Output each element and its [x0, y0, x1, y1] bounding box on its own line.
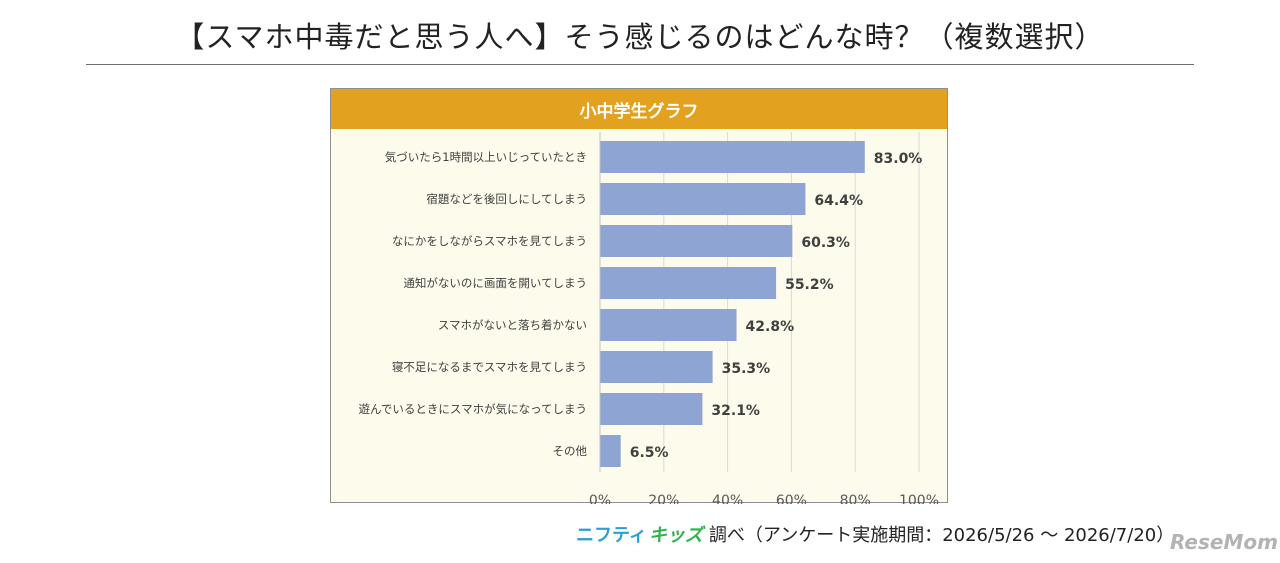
category-label: 宿題などを後回しにしてしまう [426, 192, 587, 206]
category-label: 通知がないのに画面を開いてしまう [403, 276, 587, 290]
chart-title: 小中学生グラフ [331, 89, 947, 129]
data-label: 35.3% [722, 361, 771, 377]
x-tick-label: 80% [840, 493, 871, 504]
bar [600, 141, 865, 173]
data-label: 42.8% [746, 319, 795, 335]
brand-name-part2: キッズ [648, 525, 703, 546]
chart-plot-area: 0% 20% 40% 60% 80% 100% 気づいたら1時間以上いじっていたとき 83.0… [358, 132, 939, 504]
data-label: 32.1% [711, 403, 760, 419]
bar [600, 351, 713, 383]
bar [600, 183, 806, 215]
data-label: 6.5% [630, 445, 669, 461]
source-footer: ニフティ キッズ 調べ（アンケート実施期間：2026/5/26 ～ 2026/7/2… [576, 521, 1174, 547]
bar [600, 435, 621, 467]
category-label: その他 [553, 444, 588, 458]
data-label: 55.2% [785, 277, 834, 293]
category-label: なにかをしながらスマホを見てしまう [392, 234, 587, 248]
data-label: 83.0% [874, 151, 923, 167]
bar [600, 393, 703, 425]
category-label: 寝不足になるまでスマホを見てしまう [392, 360, 587, 374]
bar [600, 225, 793, 257]
x-tick-label: 60% [776, 493, 807, 504]
x-tick-label: 20% [648, 493, 679, 504]
bar [600, 309, 737, 341]
x-tick-label: 0% [589, 493, 611, 504]
survey-credit: 調べ（アンケート実施期間：2026/5/26 ～ 2026/7/20） [708, 525, 1175, 546]
category-label: スマホがないと落ち着かない [438, 318, 587, 332]
brand-name-part1: ニフティ [576, 525, 647, 546]
x-tick-label: 40% [712, 493, 743, 504]
x-tick-label: 100% [899, 493, 939, 504]
data-label: 64.4% [814, 193, 863, 209]
category-label: 遊んでいるときにスマホが気になってしまう [358, 402, 587, 416]
bar [600, 267, 777, 299]
data-label: 60.3% [801, 235, 850, 251]
watermark-logo: ReseMom [1170, 530, 1278, 554]
category-label: 気づいたら1時間以上いじっていたとき [385, 150, 587, 164]
bar-chart: 小中学生グラフ 0% 20% 40% 60% 80% 100% 気づいたら1時間以上いじって… [330, 88, 948, 504]
title-divider [86, 64, 1194, 65]
page-title: 【スマホ中毒だと思う人へ】そう感じるのはどんな時？（複数選択） [175, 20, 1105, 54]
